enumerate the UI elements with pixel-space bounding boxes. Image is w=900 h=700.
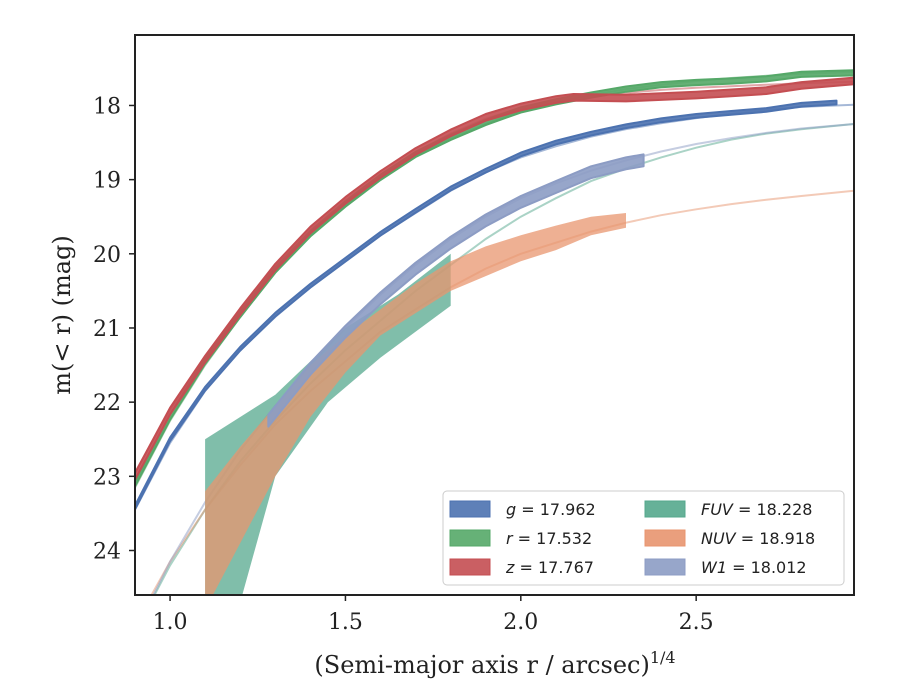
axes-frame <box>134 34 855 596</box>
data-band-nuv <box>205 213 626 595</box>
data-band-z <box>135 76 854 481</box>
y-tick-label: 21 <box>93 317 121 342</box>
data-band-g <box>135 99 838 511</box>
legend-swatch-w1 <box>644 558 686 576</box>
x-axis-title: (Semi-major axis r / arcsec)1/4 <box>314 648 675 679</box>
legend-swatch-r <box>449 529 491 547</box>
x-axis-title-main: (Semi-major axis r / arcsec) <box>314 651 649 679</box>
legend-swatch-g <box>449 500 491 518</box>
plot-area <box>135 69 854 595</box>
legend-swatch-z <box>449 558 491 576</box>
x-tick-label: 1.0 <box>153 610 188 635</box>
x-axis-title-exponent: 1/4 <box>650 648 676 667</box>
y-tick-label: 23 <box>93 465 121 490</box>
y-tick-label: 24 <box>93 539 121 564</box>
legend-label-nuv: NUV = 18.918 <box>701 529 815 548</box>
y-tick-label: 18 <box>93 94 121 119</box>
legend-label-g: g = 17.962 <box>506 500 596 519</box>
x-tick-label: 1.5 <box>328 610 363 635</box>
x-tick-label: 2.5 <box>679 610 714 635</box>
legend-swatch-nuv <box>644 529 686 547</box>
legend-box <box>442 490 845 586</box>
legend-label-z: z = 17.767 <box>505 558 594 577</box>
data-band-fuv <box>205 253 451 595</box>
y-tick-label: 19 <box>93 169 121 194</box>
y-axis-title: m(< r) (mag) <box>48 235 76 394</box>
legend-label-fuv: FUV = 18.228 <box>701 500 812 519</box>
x-tick-label: 2.0 <box>503 610 538 635</box>
legend-swatch-fuv <box>644 500 686 518</box>
legend-label-w1: W1 = 18.012 <box>701 558 807 577</box>
model-curve-z <box>135 80 854 474</box>
y-tick-label: 22 <box>93 391 121 416</box>
legend: g = 17.962 r = 17.532 z = 17.767 FUV = 18.2… <box>442 490 845 586</box>
data-band-w1 <box>267 153 645 428</box>
y-tick-label: 20 <box>93 243 121 268</box>
axis-ticks: 1.0 1.5 2.0 2.5 18 19 20 21 22 23 24 <box>93 94 714 635</box>
series-group <box>135 69 854 595</box>
legend-label-r: r = 17.532 <box>506 529 592 548</box>
